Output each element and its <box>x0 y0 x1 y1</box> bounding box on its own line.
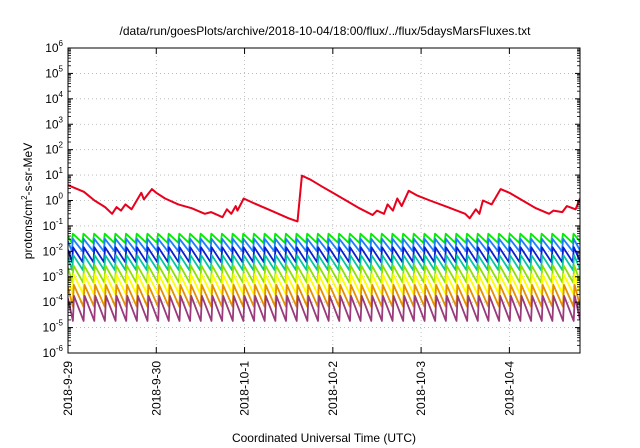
y-axis-label-rest: -s-sr-MeV <box>21 143 35 196</box>
series-line <box>68 237 580 253</box>
series-line <box>68 284 580 308</box>
series-line <box>68 295 580 322</box>
series-layer <box>68 174 580 322</box>
y-axis-label-main: protons/cm <box>21 200 35 259</box>
y-axis-ticks: 10-6 10-5 10-4 10-3 10-2 10-1 100 101 102 103 104 1… <box>43 39 580 360</box>
y-tick-label: 104 <box>45 90 63 106</box>
x-tick-label: 2018-9-29 <box>61 361 75 416</box>
y-tick-label: 10-6 <box>43 344 64 360</box>
y-axis-label-exponent: 2 <box>20 195 29 200</box>
series-line <box>68 174 580 223</box>
x-tick-label: 2018-10-1 <box>238 361 252 416</box>
y-tick-label: 105 <box>45 64 63 80</box>
y-tick-label: 102 <box>45 141 63 157</box>
x-tick-label: 2018-10-4 <box>502 361 516 416</box>
series-line <box>68 232 580 244</box>
y-tick-label: 10-5 <box>43 319 64 335</box>
series-line <box>68 273 580 295</box>
x-axis-ticks: 2018-9-29 2018-9-30 2018-10-1 2018-10-2 2018… <box>61 48 516 416</box>
y-tick-label: 10-1 <box>43 217 64 233</box>
chart-title: /data/run/goesPlots/archive/2018-10-04/1… <box>120 24 532 38</box>
y-tick-label: 10-2 <box>43 242 64 258</box>
y-axis-label: protons/cm2-s-sr-MeV <box>20 143 35 259</box>
y-tick-label: 103 <box>45 115 63 131</box>
y-tick-label: 10-3 <box>43 268 64 284</box>
series-line <box>68 254 580 271</box>
series-line <box>68 246 580 264</box>
x-axis-label: Coordinated Universal Time (UTC) <box>232 431 416 445</box>
y-tick-label: 106 <box>45 39 63 55</box>
x-tick-label: 2018-10-3 <box>414 361 428 416</box>
y-tick-label: 100 <box>45 192 63 208</box>
x-tick-label: 2018-9-30 <box>149 361 163 416</box>
x-tick-label: 2018-10-2 <box>326 361 340 416</box>
y-tick-label: 10-4 <box>43 293 64 309</box>
series-line <box>68 264 580 284</box>
y-tick-label: 101 <box>45 166 63 182</box>
